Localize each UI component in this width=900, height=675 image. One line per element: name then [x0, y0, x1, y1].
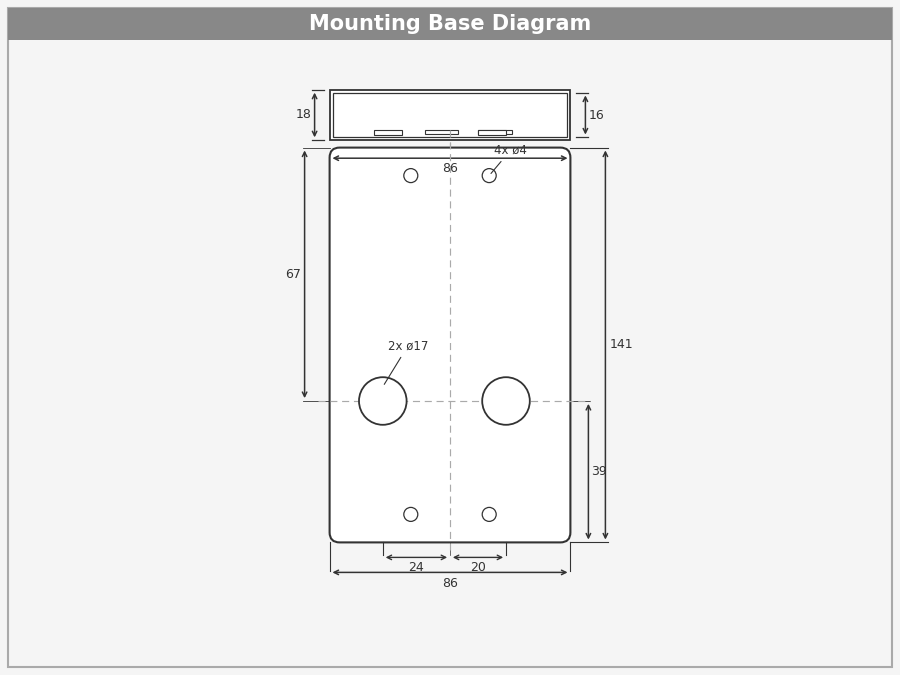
Circle shape [404, 508, 418, 521]
Text: 86: 86 [442, 577, 458, 591]
Bar [478, 130, 506, 135]
Circle shape [404, 169, 418, 183]
Bar [329, 90, 571, 140]
Text: 18: 18 [296, 109, 311, 121]
Text: 67: 67 [284, 268, 301, 281]
Circle shape [359, 377, 407, 425]
Circle shape [482, 377, 530, 425]
Text: 39: 39 [591, 465, 608, 478]
Circle shape [482, 169, 496, 183]
Text: 16: 16 [589, 109, 604, 121]
Text: 4x ø4: 4x ø4 [491, 144, 527, 173]
Text: 141: 141 [609, 338, 633, 352]
Bar [374, 130, 402, 135]
Bar [333, 92, 567, 138]
Text: 20: 20 [470, 562, 486, 574]
Bar [8, 8, 892, 40]
Text: 86: 86 [442, 162, 458, 176]
Bar [478, 130, 511, 134]
FancyBboxPatch shape [329, 148, 571, 543]
Text: 24: 24 [409, 562, 424, 574]
Text: Mounting Base Diagram: Mounting Base Diagram [309, 14, 591, 34]
Text: 2x ø17: 2x ø17 [384, 340, 428, 384]
Circle shape [482, 508, 496, 521]
Bar [425, 130, 458, 134]
